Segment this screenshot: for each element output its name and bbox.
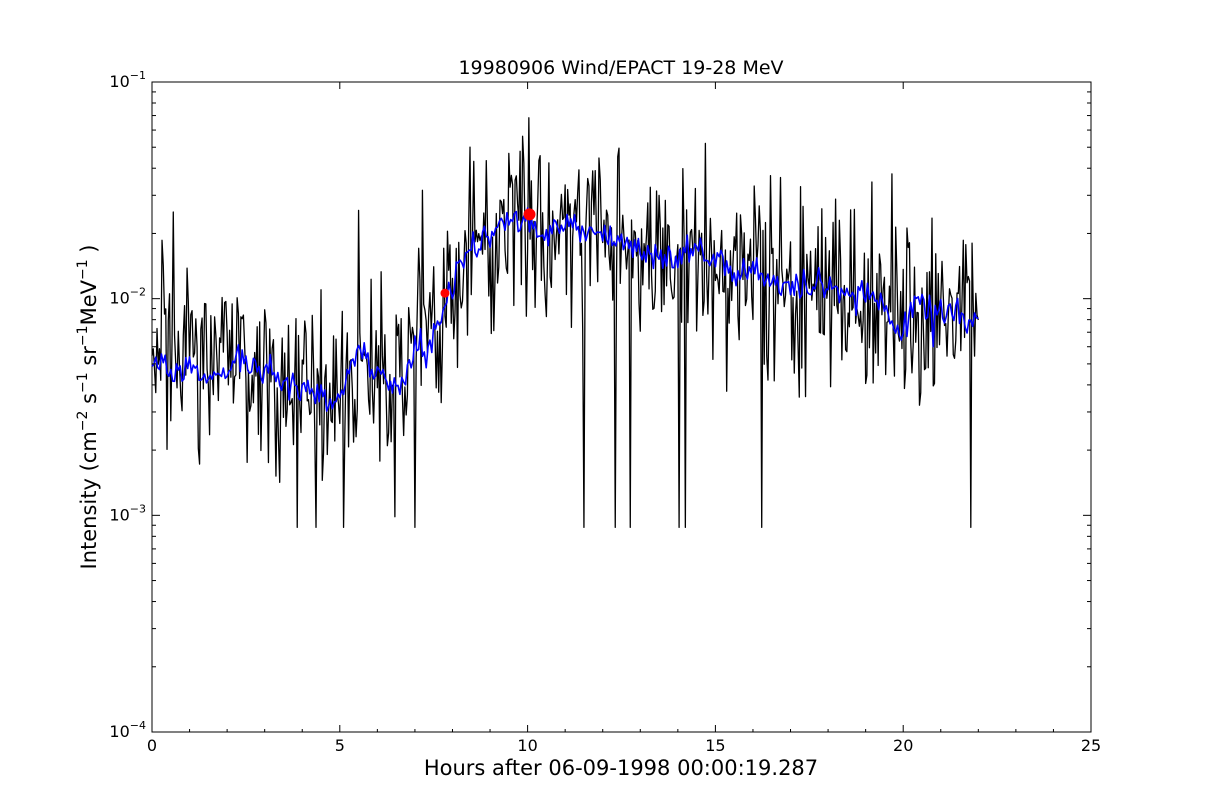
x-tick-label: 0 — [147, 736, 157, 755]
series-layer — [151, 117, 979, 529]
y-tick-label: 10−2 — [109, 286, 146, 308]
y-tick-label: 10−1 — [109, 69, 146, 91]
x-tick-label: 20 — [893, 736, 913, 755]
y-tick-label: 10−4 — [109, 719, 146, 741]
x-axis-label: Hours after 06-09-1998 00:00:19.287 — [424, 756, 818, 780]
x-tick-label: 5 — [335, 736, 345, 755]
marker-point-1 — [440, 288, 450, 298]
y-tick-label: 10−3 — [109, 502, 146, 524]
series-line-1 — [151, 117, 979, 529]
x-tick-label: 15 — [705, 736, 725, 755]
marker-point-2 — [523, 208, 536, 221]
x-tick-label: 10 — [517, 736, 537, 755]
chart-title: 19980906 Wind/EPACT 19-28 MeV — [458, 57, 783, 79]
x-tick-label: 25 — [1081, 736, 1101, 755]
y-axis-label: Intensity (cm−2 s−1 sr−1MeV−1 ) — [75, 245, 101, 570]
marker-layer — [440, 208, 536, 298]
plot-area: 0 5 10 15 20 25 10−4 10−3 10−2 10−1 — [109, 69, 1101, 755]
tick-layer: 0 5 10 15 20 25 10−4 10−3 10−2 10−1 — [109, 69, 1101, 755]
series-line-2 — [151, 207, 979, 413]
